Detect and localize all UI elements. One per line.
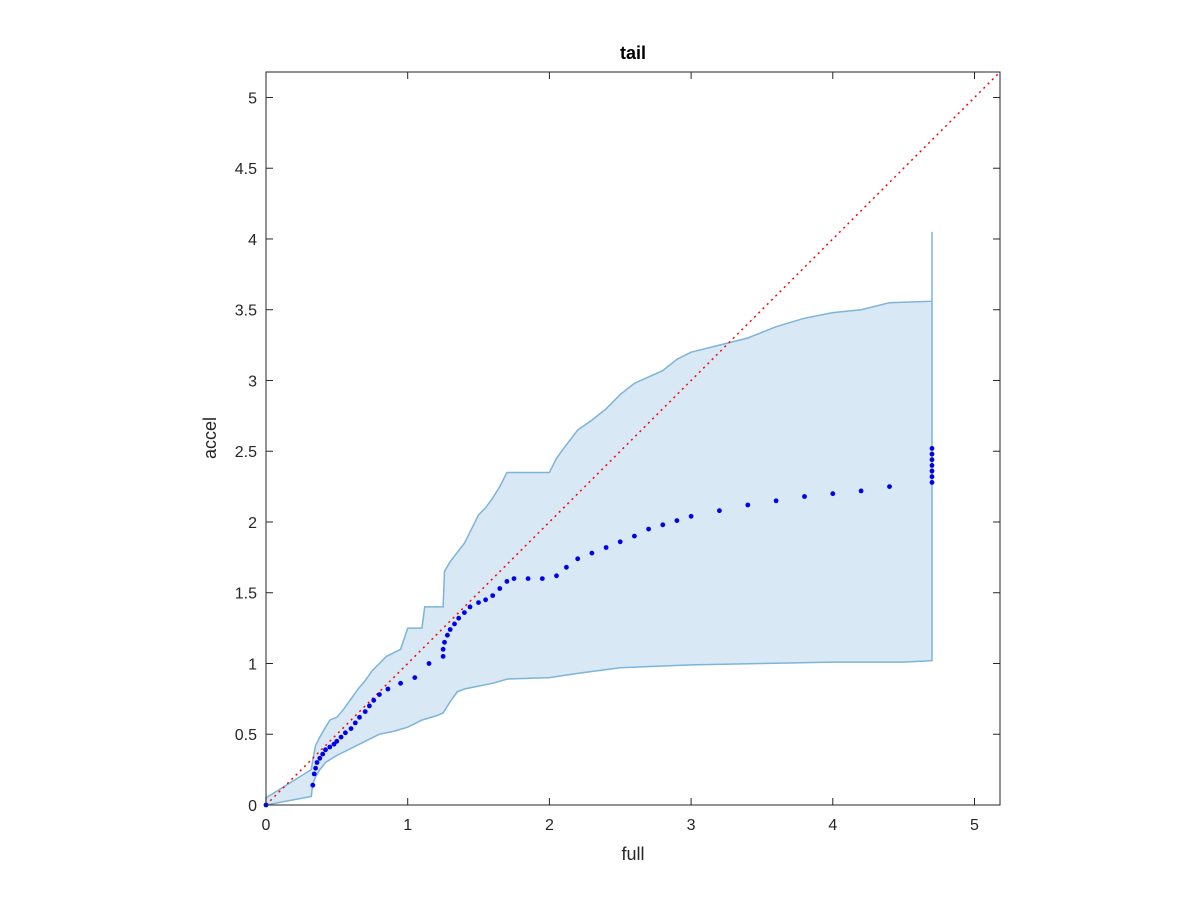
- axes: 0 1 2 3 4 5 0 0.5 1 1.5 2 2.5 3 3.5 4 4.5 5: [235, 71, 1001, 834]
- data-point: [445, 632, 450, 638]
- data-point: [412, 675, 418, 680]
- data-point: [467, 604, 473, 610]
- x-tick-label: 2: [545, 817, 554, 834]
- data-point: [497, 586, 503, 591]
- data-point: [802, 494, 807, 499]
- data-point: [554, 573, 559, 579]
- data-point: [362, 709, 368, 714]
- y-tick-label: 4.5: [235, 161, 257, 178]
- data-point: [343, 730, 348, 736]
- data-point: [511, 576, 517, 581]
- data-point: [688, 513, 694, 519]
- data-point: [929, 446, 935, 451]
- x-tick-label: 0: [262, 817, 271, 834]
- axes-frame: [265, 71, 1001, 806]
- data-point: [745, 502, 751, 508]
- x-axis-label: full: [621, 844, 644, 864]
- data-point: [317, 755, 323, 761]
- data-point: [310, 782, 316, 788]
- data-points: [263, 446, 935, 808]
- data-point: [385, 686, 391, 692]
- data-point: [452, 621, 457, 627]
- data-point: [603, 545, 609, 550]
- data-point: [323, 747, 328, 753]
- data-point: [525, 576, 531, 581]
- y-tick-label: 5: [248, 90, 257, 107]
- x-tick-label: 4: [828, 817, 837, 834]
- y-tick-label: 2: [248, 515, 257, 532]
- x-tick-label: 1: [403, 817, 412, 834]
- band-area: [265, 231, 933, 806]
- data-point: [564, 564, 569, 570]
- reference-line-layer: [265, 71, 1001, 806]
- x-tick-label: 3: [687, 817, 696, 834]
- data-point: [352, 720, 358, 726]
- reference-line: [265, 71, 1001, 806]
- y-axis-label: accel: [200, 417, 220, 459]
- y-tick-label: 0.5: [235, 727, 257, 744]
- data-point: [426, 661, 432, 666]
- data-point: [929, 480, 935, 485]
- data-point: [504, 579, 510, 584]
- data-point: [398, 680, 403, 686]
- y-tick-label: 2.5: [235, 444, 257, 461]
- data-point: [674, 518, 680, 523]
- data-point: [447, 627, 453, 632]
- data-point: [830, 491, 836, 497]
- data-point: [617, 539, 623, 545]
- data-point: [773, 498, 779, 504]
- y-tick-label: 3: [248, 373, 257, 390]
- data-point: [717, 508, 722, 514]
- data-point: [462, 610, 467, 615]
- data-point: [456, 615, 462, 621]
- data-point: [476, 600, 481, 605]
- data-point: [646, 526, 651, 532]
- data-point: [320, 751, 326, 757]
- chart-title: tail: [620, 43, 646, 63]
- data-point: [490, 593, 496, 598]
- y-tick-label: 1.5: [235, 586, 257, 603]
- confidence-band: [265, 231, 933, 806]
- y-tick-label: 4: [248, 232, 257, 249]
- data-point: [442, 639, 447, 645]
- data-point: [589, 550, 595, 556]
- data-point: [929, 451, 935, 457]
- data-point: [338, 734, 344, 740]
- data-point: [371, 697, 377, 703]
- data-point: [887, 484, 892, 489]
- y-tick-label: 0: [248, 798, 257, 815]
- data-point: [929, 474, 935, 480]
- x-tick-label: 5: [970, 817, 979, 834]
- data-point: [660, 522, 666, 528]
- data-point: [632, 533, 637, 539]
- data-point: [929, 468, 935, 474]
- y-tick-label: 1: [248, 656, 257, 673]
- data-point: [367, 703, 372, 709]
- data-point: [313, 765, 318, 771]
- data-point: [575, 556, 581, 562]
- y-tick-label: 3.5: [235, 303, 257, 320]
- data-point: [314, 760, 320, 765]
- data-point: [929, 457, 935, 463]
- data-point: [929, 463, 935, 468]
- data-point: [483, 597, 488, 603]
- data-point: [858, 488, 864, 494]
- data-point: [311, 771, 317, 777]
- data-point: [334, 738, 340, 744]
- data-point: [440, 646, 446, 652]
- data-point: [357, 714, 362, 720]
- data-point: [377, 692, 382, 697]
- data-point: [440, 654, 446, 659]
- data-point: [348, 726, 354, 731]
- data-point: [539, 576, 545, 581]
- data-point: [327, 744, 333, 750]
